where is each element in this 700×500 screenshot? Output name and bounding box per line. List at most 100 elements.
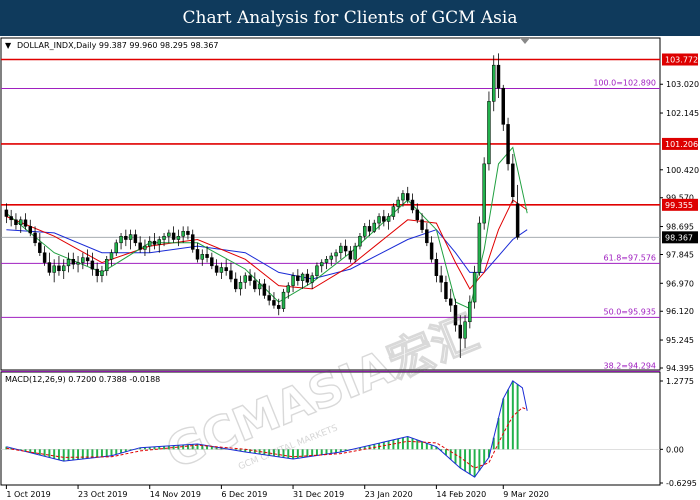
candle-body — [305, 273, 310, 283]
candle-body — [109, 252, 114, 260]
price-tag-label: 99.355 — [665, 201, 693, 210]
macd-histogram-bar — [72, 449, 75, 461]
macd-histogram-bar — [10, 447, 13, 450]
macd-histogram-bar — [206, 445, 209, 450]
candle-body — [300, 273, 305, 281]
candle-body — [348, 250, 353, 260]
candle-body — [425, 229, 429, 244]
macd-histogram-bar — [277, 449, 280, 457]
macd-histogram-bar — [110, 449, 113, 456]
macd-histogram-bar — [282, 449, 285, 458]
main-plot-layer: 100.0=102.890 61.8=97.576 50.0=95.935 38.2=… — [1, 53, 699, 373]
candle-body — [95, 268, 99, 276]
candle-body — [114, 242, 119, 253]
candle-body — [515, 203, 520, 238]
x-tick-label: 1 Oct 2019 — [6, 490, 50, 499]
x-tick-label: 14 Nov 2019 — [150, 490, 201, 499]
chart-canvas: 100.0=102.890 61.8=97.576 50.0=95.935 38.2=… — [0, 37, 699, 499]
macd-y-tick-label: 0.00 — [666, 445, 684, 454]
fib-label: 61.8=97.576 — [603, 253, 656, 262]
chart-shift-marker-icon[interactable] — [520, 38, 530, 44]
macd-histogram-bar — [392, 439, 395, 450]
macd-histogram-bar — [100, 449, 103, 457]
candle-body — [52, 265, 56, 273]
candle-body — [23, 219, 28, 227]
macd-histogram-bar — [182, 444, 185, 450]
candle-body — [33, 232, 37, 244]
macd-histogram-bar — [268, 449, 271, 456]
macd-histogram-bar — [53, 449, 56, 459]
macd-histogram-bar — [440, 449, 443, 451]
candle-body — [448, 298, 453, 306]
macd-plot-layer: 1.2775 0.00 -0.6295 1 Oct 2019 23 Oct 2019 14… — [1, 377, 697, 499]
candle-body — [501, 87, 506, 125]
price-tag-label: 103.772 — [665, 56, 698, 65]
macd-histogram-bar — [335, 449, 338, 453]
macd-histogram-bar — [416, 439, 419, 450]
y-tick-label: 96.120 — [666, 307, 694, 316]
macd-histogram-bar — [153, 446, 156, 450]
macd-histogram-bar — [373, 444, 376, 450]
chart-menu-triangle-icon[interactable]: ▼ — [5, 41, 12, 50]
macd-histogram-bar — [287, 449, 290, 459]
y-tick-label: 102.145 — [666, 109, 699, 118]
candle-body — [157, 239, 162, 245]
macd-histogram-bar — [172, 445, 175, 450]
price-tag-bg — [662, 198, 698, 211]
candle-body — [506, 124, 510, 165]
candle-body — [477, 222, 482, 273]
macd-panel-frame — [0, 371, 661, 486]
macd-histogram-bar — [96, 449, 99, 458]
macd-histogram-bar — [492, 437, 495, 450]
candle-body — [128, 234, 133, 240]
candle-body — [181, 231, 185, 237]
macd-histogram-bar — [249, 449, 252, 453]
macd-label: MACD(12,26,9) 0.7200 0.7388 -0.0188 — [5, 375, 160, 384]
y-tick-label: 95.245 — [666, 336, 694, 345]
ma-mid-line — [6, 199, 528, 290]
macd-histogram-bar — [483, 449, 486, 464]
macd-histogram-bar — [191, 444, 194, 450]
candle-body — [238, 282, 243, 290]
price-tag-bg — [662, 53, 698, 66]
candle-body — [276, 305, 281, 309]
candle-body — [133, 234, 138, 244]
macd-histogram-bar — [220, 447, 223, 450]
y-tick-label: 99.570 — [666, 194, 694, 203]
macd-histogram-bar — [215, 447, 218, 450]
candle-body — [358, 235, 362, 247]
chart-title-banner: Chart Analysis for Clients of GCM Asia — [0, 0, 700, 36]
candle-body — [262, 283, 267, 296]
macd-histogram-bar — [368, 445, 371, 450]
candle-body — [439, 275, 443, 283]
candle-body — [482, 163, 486, 224]
macd-histogram-bar — [105, 449, 108, 457]
price-tag-label: 101.206 — [665, 140, 698, 149]
macd-histogram-bar — [253, 449, 256, 454]
candle-body — [511, 163, 515, 198]
candle-body — [233, 278, 238, 290]
candle-body — [248, 275, 252, 281]
candle-body — [57, 265, 61, 272]
candle-body — [372, 222, 377, 232]
macd-histogram-bar — [234, 449, 237, 451]
candle-body — [415, 209, 420, 221]
macd-y-tick-label: 1.2775 — [666, 377, 694, 386]
macd-histogram-bar — [81, 449, 84, 459]
macd-histogram-bar — [315, 449, 318, 456]
candle-body — [76, 262, 80, 265]
candle-body — [434, 259, 439, 276]
candle-body — [100, 270, 104, 276]
candle-body — [396, 199, 400, 207]
macd-histogram-bar — [34, 449, 37, 454]
candle-body — [339, 245, 343, 253]
macd-y-tick-label: -0.6295 — [666, 479, 697, 488]
x-tick-label: 9 Mar 2020 — [503, 490, 549, 499]
macd-histogram-bar — [468, 449, 471, 475]
candle-body — [195, 249, 200, 260]
macd-histogram-bar — [148, 447, 151, 450]
candle-body — [152, 240, 157, 245]
macd-histogram-bar — [425, 443, 428, 450]
macd-histogram-bar — [363, 446, 366, 450]
macd-histogram-bar — [454, 449, 457, 464]
